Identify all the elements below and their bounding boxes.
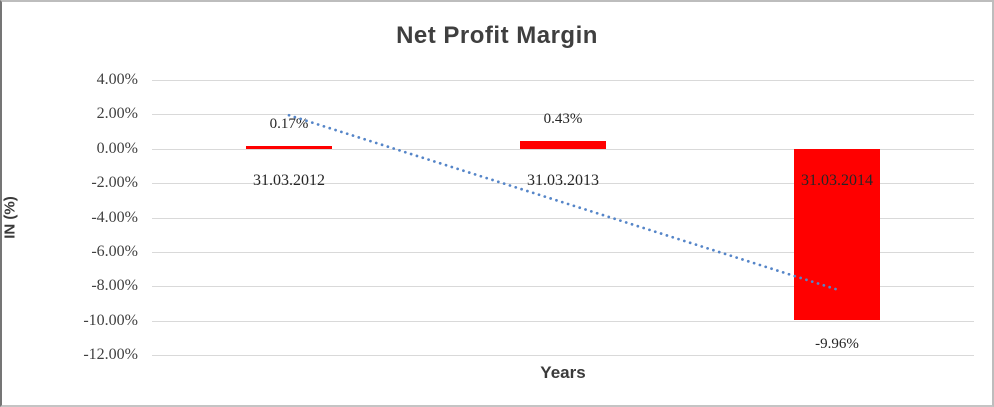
y-axis-tick-label: -10.00% (83, 311, 138, 329)
plot-area: 31.03.2012 0.17% 31.03.2013 0.43% 31.03.2014… (152, 80, 974, 356)
gridline (152, 148, 974, 150)
data-label: 0.43% (543, 111, 583, 128)
x-axis-title: Years (540, 363, 586, 382)
category-label: 31.03.2014 (801, 171, 873, 189)
y-axis-tick-label: -6.00% (91, 242, 138, 260)
gridline (152, 217, 974, 219)
trendline (287, 113, 839, 291)
gridline (152, 251, 974, 253)
gridline (152, 80, 974, 81)
gridline (152, 114, 974, 116)
y-axis-tick-label: -12.00% (83, 346, 138, 363)
data-label: -9.96% (815, 335, 859, 352)
bar-31.03.2013 (520, 141, 606, 149)
data-label: 0.17% (269, 115, 309, 132)
y-axis-tick-label: -4.00% (91, 208, 138, 226)
chart-title: Net Profit Margin (396, 22, 598, 49)
bar-31.03.2014 (794, 148, 880, 320)
gridline (152, 320, 974, 322)
gridline (152, 183, 974, 185)
category-label: 31.03.2013 (527, 171, 599, 189)
gridline (152, 286, 974, 288)
gridline (152, 355, 974, 356)
y-axis-tick-label: -8.00% (91, 277, 138, 295)
y-axis-tick-label: -2.00% (91, 174, 138, 192)
category-label: 31.03.2012 (253, 171, 325, 189)
bar-31.03.2012 (246, 145, 332, 149)
y-axis-tick-label: 2.00% (96, 105, 138, 123)
y-axis-tick-label: 4.00% (96, 71, 138, 88)
y-axis-tick-label: 0.00% (96, 139, 138, 157)
